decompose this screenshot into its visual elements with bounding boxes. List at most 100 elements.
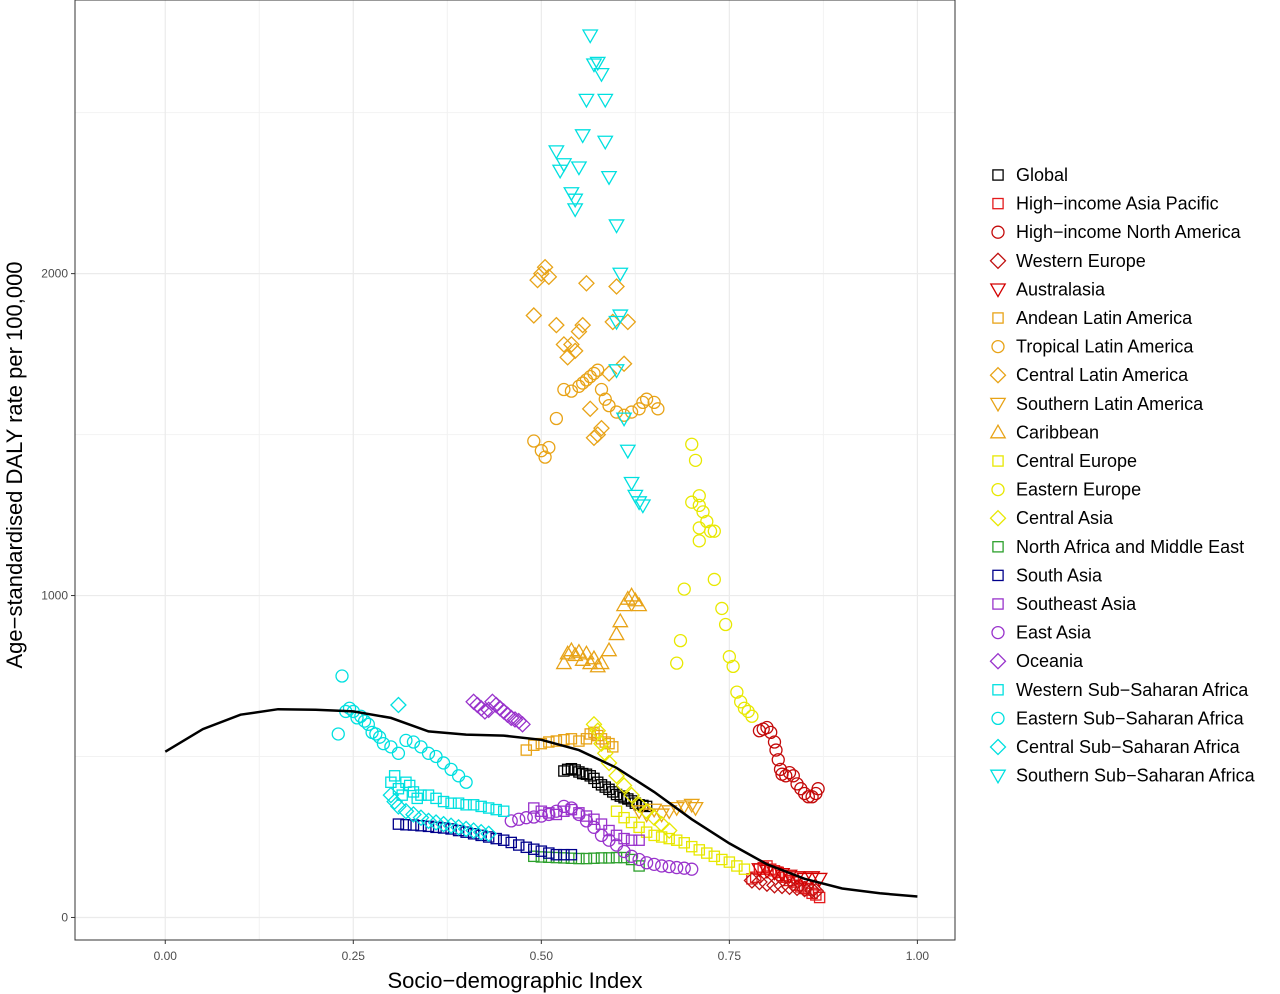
data-point: [624, 405, 639, 419]
data-point: [660, 805, 678, 820]
data-point: [611, 309, 629, 324]
data-point: [422, 789, 435, 801]
data-point: [588, 772, 600, 785]
x-tick-label: 0.25: [342, 949, 366, 963]
legend-label: Western Sub−Saharan Africa: [1016, 680, 1249, 700]
data-point: [773, 877, 791, 895]
legend-label: High−income North America: [1016, 222, 1242, 242]
data-point: [707, 524, 721, 538]
legend-label: Central Europe: [1016, 451, 1137, 471]
data-point: [687, 801, 704, 817]
data-point: [673, 633, 688, 648]
data-point: [557, 799, 571, 814]
data-point: [790, 777, 804, 791]
data-point: [593, 735, 610, 753]
data-point: [548, 145, 565, 160]
data-point: [618, 851, 630, 864]
data-point: [589, 657, 607, 673]
data-point: [566, 203, 584, 218]
data-point: [668, 801, 686, 817]
data-point: [610, 788, 623, 801]
data-point: [692, 489, 706, 503]
data-point: [514, 715, 531, 733]
data-point: [733, 695, 748, 709]
data-point: [357, 714, 372, 728]
legend-label: Oceania: [1016, 651, 1084, 671]
data-point: [639, 856, 654, 870]
data-point: [580, 852, 593, 865]
data-point: [715, 601, 729, 616]
data-point: [581, 654, 599, 670]
data-point: [573, 735, 585, 747]
data-point: [600, 754, 618, 772]
legend-label: Western Europe: [1016, 251, 1146, 271]
legend-label: South Asia: [1016, 565, 1103, 585]
data-point: [549, 411, 564, 426]
data-point: [726, 659, 740, 674]
data-point: [584, 770, 596, 782]
data-point: [663, 832, 675, 845]
x-tick-label: 0.75: [718, 949, 742, 963]
data-point: [622, 793, 634, 805]
data-point: [810, 889, 822, 901]
data-point: [566, 342, 584, 360]
data-point: [615, 355, 633, 373]
legend-key: [991, 339, 1005, 354]
data-point: [636, 395, 650, 410]
data-point: [534, 809, 548, 823]
data-point: [331, 727, 345, 741]
data-point: [632, 852, 646, 867]
data-point: [593, 67, 610, 83]
y-tick-label: 0: [61, 910, 68, 924]
data-point: [558, 805, 570, 817]
data-point: [557, 382, 571, 397]
data-point: [600, 171, 618, 186]
data-point: [685, 862, 699, 876]
data-point: [559, 644, 576, 660]
data-point: [422, 820, 435, 833]
data-point: [638, 802, 656, 820]
data-point: [361, 717, 375, 731]
legend-key: [989, 366, 1007, 384]
data-point: [670, 860, 684, 875]
legend-label: Eastern Sub−Saharan Africa: [1016, 708, 1245, 728]
data-point: [589, 722, 607, 740]
data-point: [737, 701, 752, 715]
data-point: [400, 776, 412, 789]
data-point: [578, 274, 595, 292]
data-point: [587, 820, 601, 834]
data-point: [580, 810, 593, 822]
data-point: [407, 819, 420, 831]
legend-label: Australasia: [1016, 279, 1106, 299]
legend-key: [992, 598, 1004, 610]
data-point: [607, 786, 619, 798]
data-point: [660, 822, 678, 839]
data-point: [543, 847, 555, 859]
data-point: [372, 730, 387, 744]
data-point: [608, 767, 625, 785]
data-point: [609, 405, 624, 419]
data-point: [565, 848, 578, 861]
data-point: [593, 654, 610, 670]
data-point: [566, 646, 584, 662]
data-point: [662, 859, 676, 874]
data-point: [633, 860, 645, 872]
data-point: [589, 426, 607, 444]
data-point: [369, 727, 383, 741]
data-point: [581, 400, 599, 418]
data-point: [677, 861, 691, 875]
data-point: [760, 720, 774, 735]
x-tick-label: 1.00: [906, 949, 930, 963]
data-point: [505, 836, 517, 849]
data-point: [570, 643, 588, 658]
data-point: [403, 779, 416, 792]
data-point: [782, 765, 797, 780]
data-point: [624, 849, 639, 863]
data-point: [771, 753, 785, 767]
data-point: [535, 737, 548, 750]
data-point: [696, 505, 710, 519]
data-point: [596, 93, 614, 109]
x-tick-label: 0.00: [154, 949, 178, 963]
data-point: [411, 792, 423, 805]
